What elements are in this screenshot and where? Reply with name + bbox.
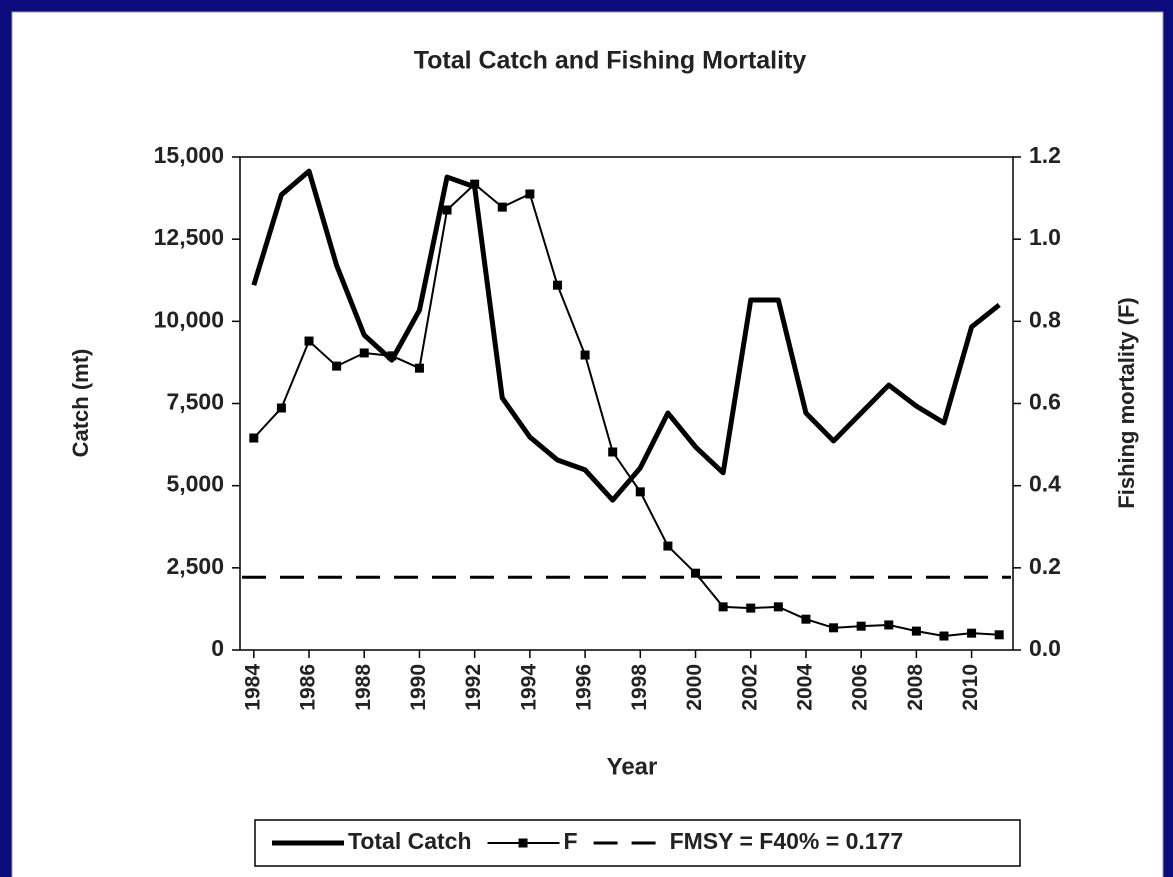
x-tick-label: 1998	[628, 664, 651, 711]
y2-tick-label: 1.0	[1029, 224, 1061, 250]
y-axis-label: Catch (mt)	[68, 349, 93, 458]
marker	[580, 350, 590, 360]
marker	[414, 363, 424, 373]
marker	[911, 626, 921, 636]
x-tick-label: 2000	[683, 664, 706, 711]
legend-label: FMSY = F40% = 0.177	[670, 828, 904, 854]
legend-label: Total Catch	[348, 828, 472, 854]
marker	[525, 189, 535, 199]
y2-tick-label: 0.2	[1029, 553, 1061, 579]
y-tick-label: 10,000	[154, 306, 224, 332]
y2-axis-label: Fishing mortality (F)	[1114, 297, 1139, 508]
marker	[470, 179, 480, 189]
y-tick-label: 0	[211, 635, 224, 661]
x-tick-label: 2002	[738, 664, 761, 711]
y2-tick-label: 0.8	[1029, 306, 1061, 332]
legend-marker	[518, 838, 528, 848]
series-line	[253, 183, 1000, 638]
x-tick-label: 1994	[517, 664, 540, 711]
marker	[635, 487, 645, 497]
y2-tick-label: 0.6	[1029, 389, 1061, 415]
x-tick-label: 1992	[462, 664, 485, 711]
marker	[552, 280, 562, 290]
marker	[249, 433, 259, 443]
marker	[829, 623, 839, 633]
panel	[11, 11, 1164, 877]
y-tick-label: 12,500	[154, 224, 224, 250]
marker	[608, 447, 618, 457]
marker	[691, 568, 701, 578]
marker	[884, 620, 894, 630]
marker	[276, 403, 286, 413]
chart-title: Total Catch and Fishing Mortality	[414, 47, 807, 75]
y2-tick-label: 0.4	[1029, 471, 1061, 497]
marker	[967, 628, 977, 638]
series-line	[251, 168, 1001, 503]
marker	[773, 602, 783, 612]
marker	[442, 205, 452, 215]
x-tick-label: 2006	[849, 664, 872, 711]
x-tick-label: 1990	[407, 664, 430, 711]
marker	[332, 361, 342, 371]
marker	[939, 631, 949, 641]
x-tick-label: 1986	[297, 664, 320, 711]
y-tick-label: 5,000	[166, 471, 224, 497]
y2-tick-label: 1.2	[1029, 142, 1061, 168]
x-tick-label: 1984	[241, 664, 264, 711]
y-tick-label: 7,500	[166, 389, 224, 415]
marker	[663, 541, 673, 551]
legend-label: F	[564, 828, 578, 854]
x-tick-label: 1988	[352, 664, 375, 711]
y2-tick-label: 0.0	[1029, 635, 1061, 661]
marker	[994, 630, 1004, 640]
marker	[801, 614, 811, 624]
marker	[387, 351, 397, 361]
marker	[856, 621, 866, 631]
y-tick-label: 15,000	[154, 142, 224, 168]
marker	[304, 336, 314, 346]
marker	[746, 603, 756, 613]
marker	[497, 202, 507, 212]
marker	[359, 348, 369, 358]
x-tick-label: 2008	[904, 664, 927, 711]
x-tick-label: 2010	[959, 664, 982, 711]
x-axis-label: Year	[607, 753, 658, 780]
marker	[718, 602, 728, 612]
x-tick-label: 1996	[573, 664, 596, 711]
y-tick-label: 2,500	[166, 553, 224, 579]
x-tick-label: 2004	[793, 664, 816, 711]
